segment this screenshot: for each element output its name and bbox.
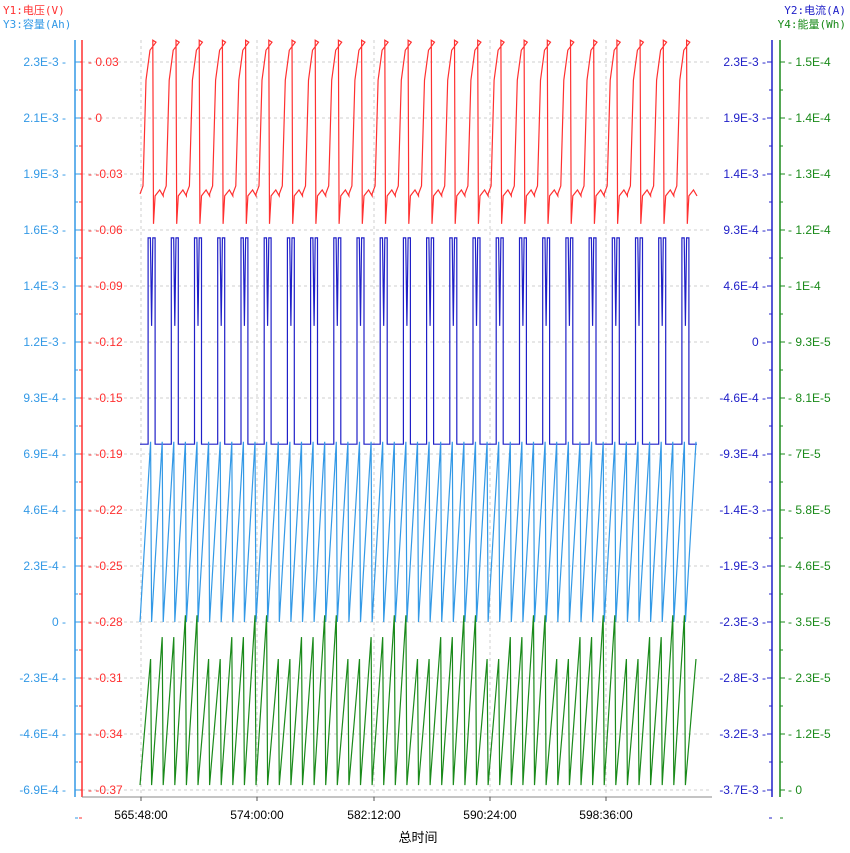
y2-tick-label: -2.8E-3 - (719, 671, 766, 685)
y3-tick-label: 0 - (52, 615, 66, 629)
x-tick-label: 598:36:00 (579, 808, 633, 822)
y2-tick-label: -3.2E-3 - (719, 727, 766, 741)
y3-tick-label: 2.3E-3 - (23, 55, 66, 69)
y4-tick-label: - 1.4E-4 (788, 111, 831, 125)
y3-tick-label: 1.4E-3 - (23, 279, 66, 293)
y2-tick-label: 2.3E-3 - (723, 55, 766, 69)
y3-axis-title: Y3:容量(Ah) (3, 17, 71, 31)
y4-tick-label: - 1E-4 (788, 279, 821, 293)
y1-tick-label: - -0.25 (88, 559, 123, 573)
y3-tick-label: -4.6E-4 - (19, 727, 66, 741)
y3-tick-label: 4.6E-4 - (23, 503, 66, 517)
y2-tick-label: -1.4E-3 - (719, 503, 766, 517)
y1-tick-label: - -0.34 (88, 727, 123, 741)
y3-tick-label: 1.6E-3 - (23, 223, 66, 237)
series-layer (139, 39, 698, 786)
y2-tick-label: 4.6E-4 - (723, 279, 766, 293)
y4-tick-label: - 0 (788, 783, 802, 797)
y4-axis-title: Y4:能量(Wh) (778, 17, 846, 31)
y1-tick-label: - -0.09 (88, 279, 123, 293)
y3-tick-label: 9.3E-4 - (23, 391, 66, 405)
y2-tick-label: -4.6E-4 - (719, 391, 766, 405)
y3-tick-label: 1.2E-3 - (23, 335, 66, 349)
axes-layer: - 0.03 - 0 - -0.03 - -0.06 - -0.09 - -0.12 - -… (19, 40, 831, 822)
y1-axis-title: Y1:电压(V) (3, 4, 65, 17)
x-tick-label: 590:24:00 (463, 808, 517, 822)
y3-tick-label: -6.9E-4 - (19, 783, 66, 797)
series-line-y4 (139, 615, 697, 786)
series-line-y1 (139, 39, 698, 224)
y3-tick-label: 6.9E-4 - (23, 447, 66, 461)
y4-tick-label: - 1.3E-4 (788, 167, 831, 181)
y1-tick-label: - -0.19 (88, 447, 123, 461)
y4-tick-label: - 1.2E-4 (788, 223, 831, 237)
series-line-y3 (139, 441, 697, 623)
y1-tick-label: - 0 (88, 111, 102, 125)
x-axis-label: 总时间 (398, 831, 437, 846)
y1-tick-label: - 0.03 (88, 55, 119, 69)
series-line-y2 (140, 237, 697, 445)
y1-tick-label: - -0.12 (88, 335, 123, 349)
y4-tick-label: - 1.2E-5 (788, 727, 831, 741)
y2-axis-title: Y2:电流(A) (784, 3, 846, 17)
y3-tick-label: 2.3E-4 - (23, 559, 66, 573)
y4-tick-label: - 3.5E-5 (788, 615, 831, 629)
y4-tick-label: - 8.1E-5 (788, 391, 831, 405)
y2-tick-label: -1.9E-3 - (719, 559, 766, 573)
y1-tick-label: - -0.31 (88, 671, 123, 685)
x-tick-label: 574:00:00 (230, 808, 284, 822)
y3-tick-label: 2.1E-3 - (23, 111, 66, 125)
y2-tick-label: 1.9E-3 - (723, 111, 766, 125)
y1-tick-label: - -0.03 (88, 167, 123, 181)
y1-tick-label: - -0.15 (88, 391, 123, 405)
y4-tick-label: - 9.3E-5 (788, 335, 831, 349)
y3-tick-label: 1.9E-3 - (23, 167, 66, 181)
y1-tick-label: - -0.37 (88, 783, 123, 797)
y2-tick-label: -9.3E-4 - (719, 447, 766, 461)
y2-tick-label: 0 - (752, 335, 766, 349)
y2-tick-label: 1.4E-3 - (723, 167, 766, 181)
grid (82, 40, 712, 797)
x-tick-label: 582:12:00 (347, 808, 401, 822)
y2-tick-label: -3.7E-3 - (719, 783, 766, 797)
y2-tick-label: -2.3E-3 - (719, 615, 766, 629)
x-tick-label: 565:48:00 (114, 808, 168, 822)
y2-tick-label: 9.3E-4 - (723, 223, 766, 237)
y1-tick-label: - -0.28 (88, 615, 123, 629)
y1-tick-label: - -0.22 (88, 503, 123, 517)
y4-tick-label: - 4.6E-5 (788, 559, 831, 573)
y4-tick-label: - 2.3E-5 (788, 671, 831, 685)
y3-tick-label: -2.3E-4 - (19, 671, 66, 685)
y1-tick-label: - -0.06 (88, 223, 123, 237)
y4-tick-label: - 5.8E-5 (788, 503, 831, 517)
y4-tick-label: - 1.5E-4 (788, 55, 831, 69)
y4-tick-label: - 7E-5 (788, 447, 821, 461)
